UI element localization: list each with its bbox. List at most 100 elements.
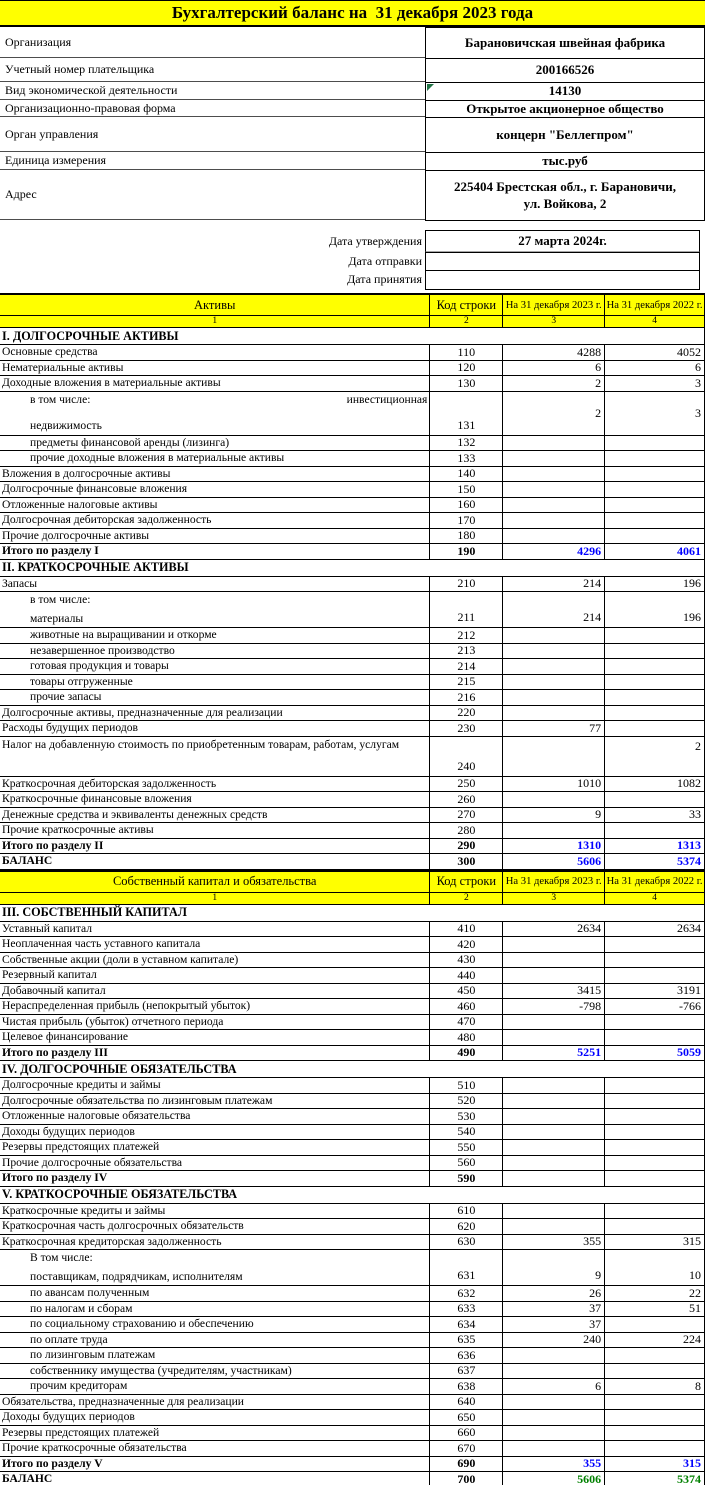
row-value-2023-cell[interactable]	[502, 1348, 604, 1363]
row-value-2023-cell[interactable]: -798	[502, 999, 604, 1014]
row-value-2022-cell[interactable]	[604, 1219, 704, 1234]
row-value-2023-cell[interactable]	[502, 451, 604, 466]
row-value-2023-cell[interactable]	[502, 705, 604, 720]
row-value-2022-cell[interactable]	[604, 528, 704, 543]
row-value-2022-cell[interactable]	[604, 1078, 704, 1093]
row-value-2023-cell[interactable]	[502, 659, 604, 674]
row-value-2022-cell[interactable]: 196	[604, 592, 704, 627]
row-value-2022-cell[interactable]	[604, 937, 704, 952]
row-value-2022-cell[interactable]	[604, 1155, 704, 1170]
row-value-2022-cell[interactable]	[604, 1203, 704, 1218]
row-value-2023-cell[interactable]: 214	[502, 592, 604, 627]
row-value-2023-cell[interactable]	[502, 1155, 604, 1170]
info-value-cell[interactable]: 14130	[425, 82, 705, 101]
row-value-2022-cell[interactable]: 1313	[604, 838, 704, 853]
row-value-2022-cell[interactable]	[604, 1425, 704, 1440]
row-value-2022-cell[interactable]	[604, 513, 704, 528]
row-value-2022-cell[interactable]: 5374	[604, 854, 704, 869]
row-value-2022-cell[interactable]	[604, 497, 704, 512]
row-value-2023-cell[interactable]: 6	[502, 360, 604, 375]
row-value-2023-cell[interactable]	[502, 690, 604, 705]
row-value-2023-cell[interactable]: 2	[502, 376, 604, 391]
row-value-2023-cell[interactable]: 37	[502, 1301, 604, 1316]
row-value-2023-cell[interactable]	[502, 1124, 604, 1139]
row-value-2023-cell[interactable]	[502, 513, 604, 528]
row-value-2023-cell[interactable]	[502, 1109, 604, 1124]
row-value-2023-cell[interactable]: 2634	[502, 921, 604, 936]
row-value-2022-cell[interactable]: 8	[604, 1379, 704, 1394]
row-value-2023-cell[interactable]	[502, 792, 604, 807]
row-value-2022-cell[interactable]	[604, 1363, 704, 1378]
row-value-2022-cell[interactable]: 2634	[604, 921, 704, 936]
info-value-cell[interactable]: 225404 Брестская обл., г. Барановичи, ул…	[425, 170, 705, 221]
row-value-2022-cell[interactable]: 10	[604, 1250, 704, 1285]
row-value-2023-cell[interactable]: 214	[502, 576, 604, 591]
row-value-2023-cell[interactable]	[502, 1030, 604, 1045]
row-value-2022-cell[interactable]	[604, 482, 704, 497]
row-value-2022-cell[interactable]: 196	[604, 576, 704, 591]
row-value-2023-cell[interactable]: 77	[502, 721, 604, 736]
row-value-2022-cell[interactable]: 5059	[604, 1045, 704, 1060]
row-value-2022-cell[interactable]	[604, 451, 704, 466]
row-value-2023-cell[interactable]: 355	[502, 1456, 604, 1471]
row-value-2022-cell[interactable]	[604, 1348, 704, 1363]
row-value-2023-cell[interactable]: 26	[502, 1286, 604, 1301]
row-value-2022-cell[interactable]	[604, 823, 704, 838]
date-value-cell[interactable]	[425, 270, 700, 290]
row-value-2023-cell[interactable]	[502, 528, 604, 543]
row-value-2023-cell[interactable]	[502, 482, 604, 497]
info-value-cell[interactable]: 200166526	[425, 58, 705, 83]
row-value-2022-cell[interactable]	[604, 466, 704, 481]
row-value-2023-cell[interactable]	[502, 937, 604, 952]
row-value-2022-cell[interactable]: 33	[604, 807, 704, 822]
row-value-2022-cell[interactable]	[604, 1410, 704, 1425]
row-value-2022-cell[interactable]	[604, 721, 704, 736]
row-value-2022-cell[interactable]	[604, 690, 704, 705]
info-value-cell[interactable]: Барановичская швейная фабрика	[425, 27, 705, 59]
row-value-2023-cell[interactable]	[502, 1363, 604, 1378]
row-value-2023-cell[interactable]: 9	[502, 807, 604, 822]
row-value-2022-cell[interactable]	[604, 1030, 704, 1045]
row-value-2022-cell[interactable]	[604, 1394, 704, 1409]
info-value-cell[interactable]: концерн "Беллегпром"	[425, 117, 705, 153]
row-value-2022-cell[interactable]	[604, 705, 704, 720]
row-value-2022-cell[interactable]: 224	[604, 1332, 704, 1347]
row-value-2023-cell[interactable]	[502, 823, 604, 838]
row-value-2023-cell[interactable]	[502, 1219, 604, 1234]
row-value-2022-cell[interactable]: 3	[604, 391, 704, 435]
row-value-2023-cell[interactable]: 5251	[502, 1045, 604, 1060]
row-value-2023-cell[interactable]	[502, 1425, 604, 1440]
row-value-2023-cell[interactable]: 5606	[502, 1472, 604, 1485]
row-value-2022-cell[interactable]	[604, 968, 704, 983]
info-value-cell[interactable]: Открытое акционерное общество	[425, 100, 705, 118]
row-value-2022-cell[interactable]	[604, 1171, 704, 1186]
row-value-2022-cell[interactable]: 51	[604, 1301, 704, 1316]
row-value-2022-cell[interactable]	[604, 952, 704, 967]
row-value-2023-cell[interactable]: 1310	[502, 838, 604, 853]
row-value-2022-cell[interactable]: 4061	[604, 544, 704, 559]
row-value-2023-cell[interactable]: 9	[502, 1250, 604, 1285]
row-value-2023-cell[interactable]	[502, 1203, 604, 1218]
row-value-2022-cell[interactable]	[604, 792, 704, 807]
row-value-2023-cell[interactable]	[502, 643, 604, 658]
row-value-2022-cell[interactable]	[604, 1124, 704, 1139]
row-value-2023-cell[interactable]	[502, 1140, 604, 1155]
row-value-2022-cell[interactable]	[604, 1014, 704, 1029]
date-value-cell[interactable]: 27 марта 2024г.	[425, 230, 700, 253]
row-value-2023-cell[interactable]: 355	[502, 1234, 604, 1249]
row-value-2022-cell[interactable]: 4052	[604, 345, 704, 360]
row-value-2022-cell[interactable]: 2	[604, 736, 704, 776]
row-value-2023-cell[interactable]	[502, 968, 604, 983]
date-value-cell[interactable]	[425, 252, 700, 271]
row-value-2022-cell[interactable]	[604, 435, 704, 450]
row-value-2023-cell[interactable]: 4288	[502, 345, 604, 360]
row-value-2023-cell[interactable]	[502, 952, 604, 967]
row-value-2023-cell[interactable]	[502, 1410, 604, 1425]
row-value-2022-cell[interactable]: 22	[604, 1286, 704, 1301]
row-value-2022-cell[interactable]: 3	[604, 376, 704, 391]
row-value-2022-cell[interactable]	[604, 1093, 704, 1108]
row-value-2023-cell[interactable]: 37	[502, 1317, 604, 1332]
row-value-2022-cell[interactable]: 6	[604, 360, 704, 375]
row-value-2022-cell[interactable]	[604, 1441, 704, 1456]
row-value-2023-cell[interactable]	[502, 435, 604, 450]
